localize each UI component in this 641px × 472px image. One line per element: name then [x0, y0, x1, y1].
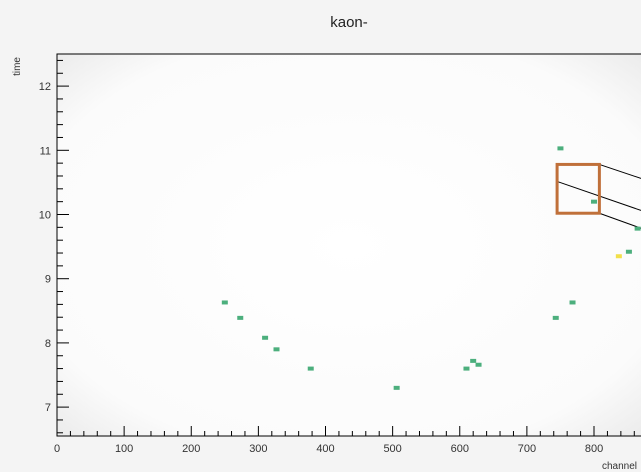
data-point: [307, 366, 314, 371]
x-tick-label: 400: [316, 443, 334, 455]
x-tick-label: 600: [451, 443, 469, 455]
y-tick-label: 12: [39, 81, 51, 93]
y-tick-label: 9: [45, 274, 51, 286]
data-point: [634, 226, 641, 231]
y-axis: 7 8 9 10 11 12: [39, 59, 69, 434]
data-point: [475, 362, 482, 367]
y-axis-label: time: [12, 57, 23, 76]
data-point: [625, 249, 632, 254]
x-tick-label: 0: [54, 443, 60, 455]
x-tick-label: 300: [249, 443, 267, 455]
zoom-connector-line: [599, 212, 641, 229]
data-point: [615, 254, 622, 259]
data-point: [552, 315, 559, 320]
data-point: [569, 300, 576, 305]
chart-title: kaon-: [330, 14, 368, 31]
data-point: [470, 358, 477, 363]
y-tick-label: 11: [40, 145, 51, 157]
x-tick-label: 800: [585, 443, 603, 455]
zoom-indicator: [555, 162, 641, 229]
y-tick-label: 10: [39, 210, 51, 222]
x-tick-label: 100: [115, 443, 133, 455]
x-tick-label: 500: [383, 443, 401, 455]
data-point: [221, 300, 228, 305]
data-point: [463, 366, 470, 371]
x-tick-label: 200: [182, 443, 200, 455]
x-axis-label: channel: [602, 461, 637, 472]
zoom-connector-line: [599, 163, 641, 179]
plot-area: [56, 53, 641, 437]
data-point: [557, 146, 564, 151]
y-tick-label: 8: [45, 338, 51, 350]
zoom-box: [555, 162, 601, 215]
data-point: [273, 347, 280, 352]
data-point: [237, 315, 244, 320]
data-point: [393, 385, 400, 390]
y-tick-label: 7: [45, 402, 51, 414]
data-point: [591, 199, 598, 204]
data-points: [221, 146, 641, 390]
x-axis: 0 100 200 300 400 500 600 700 800: [54, 426, 635, 455]
data-point: [262, 335, 269, 340]
x-tick-label: 700: [518, 443, 536, 455]
